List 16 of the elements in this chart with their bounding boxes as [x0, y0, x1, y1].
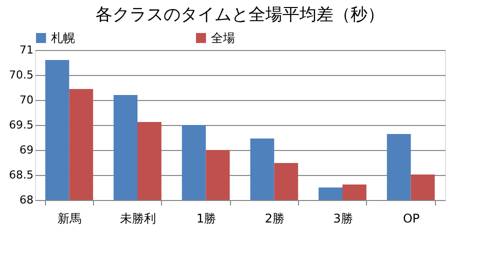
y-tick-label: 69: [20, 144, 34, 156]
legend-label: 札幌: [51, 31, 75, 45]
x-tick-label: 3勝: [333, 212, 353, 226]
legend-label: 全場: [211, 31, 235, 45]
x-tick-label: 2勝: [264, 212, 284, 226]
y-tick-label: 68: [20, 194, 34, 206]
y-tick-label: 71: [20, 44, 34, 56]
y-tick-label: 69.5: [9, 118, 34, 132]
y-tick-label: 70.5: [9, 68, 34, 82]
x-tick-label: 1勝: [196, 212, 216, 226]
x-tick-label: 未勝利: [120, 212, 156, 226]
x-tick-label: 新馬: [58, 212, 82, 226]
y-tick-label: 68.5: [9, 168, 34, 182]
y-tick-label: 70: [20, 94, 34, 106]
chart-title: 各クラスのタイムと全場平均差（秒）: [96, 5, 384, 25]
x-tick-label: OP: [402, 212, 420, 226]
